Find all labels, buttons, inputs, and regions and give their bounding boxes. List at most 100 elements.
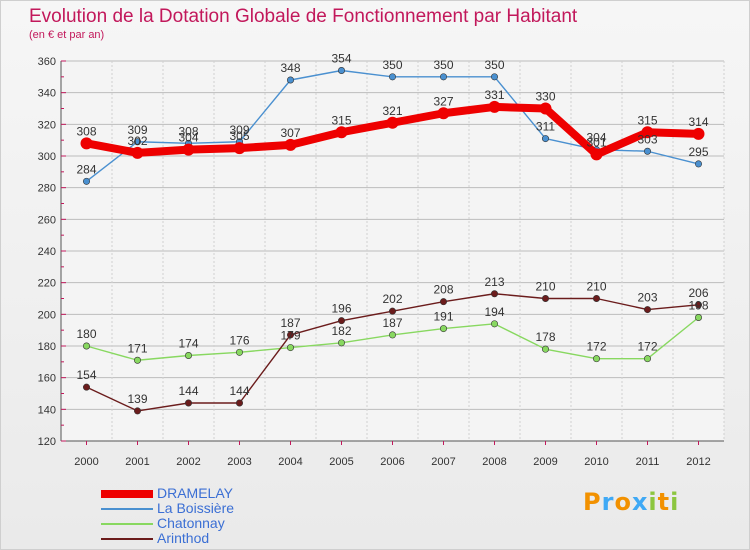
data-point (541, 135, 549, 143)
data-point (439, 325, 447, 333)
data-label: 187 (280, 316, 300, 330)
x-tick-label: 2005 (329, 456, 353, 468)
x-tick-label: 2007 (431, 456, 455, 468)
data-point (286, 331, 294, 339)
y-tick-label: 160 (38, 373, 56, 385)
y-tick-label: 340 (38, 88, 56, 100)
y-tick-label: 260 (38, 214, 56, 226)
data-point (488, 100, 501, 113)
data-label: 202 (382, 292, 402, 306)
legend-label: Chatonnay (157, 515, 225, 531)
x-tick-label: 2008 (482, 456, 506, 468)
data-label: 350 (433, 58, 453, 72)
x-tick-label: 2012 (686, 456, 710, 468)
chart-subtitle: (en € et par an) (29, 29, 105, 41)
legend-item: DRAMELAY (101, 486, 234, 501)
data-label: 179 (280, 329, 300, 343)
data-point (592, 294, 600, 302)
data-point (286, 344, 294, 352)
y-tick-label: 180 (38, 341, 56, 353)
legend-label: La Boissière (157, 500, 235, 516)
data-point (439, 298, 447, 306)
x-tick-label: 2009 (533, 456, 557, 468)
data-point (131, 146, 144, 159)
data-label: 171 (127, 341, 147, 355)
legend-swatch (101, 537, 153, 540)
data-point (335, 126, 348, 139)
data-label: 348 (280, 61, 300, 75)
data-label: 172 (637, 340, 657, 354)
data-label: 311 (536, 120, 555, 134)
logo-letter: i (670, 488, 680, 516)
data-label: 305 (229, 129, 249, 143)
legend-label: DRAMELAY (157, 485, 233, 501)
data-point (643, 147, 651, 155)
data-point (643, 355, 651, 363)
data-point (694, 313, 702, 321)
data-point (134, 407, 142, 415)
data-label: 144 (178, 384, 198, 398)
data-point (284, 138, 297, 151)
data-label: 191 (433, 310, 453, 324)
legend-swatch (101, 489, 153, 498)
data-point (83, 342, 91, 350)
data-point (539, 102, 552, 115)
data-label: 301 (586, 135, 606, 149)
x-tick-label: 2004 (278, 456, 302, 468)
data-point (490, 320, 498, 328)
data-point (236, 348, 244, 356)
data-label: 327 (433, 94, 453, 108)
data-point (185, 399, 193, 407)
data-label: 350 (484, 58, 504, 72)
data-label: 172 (586, 340, 606, 354)
data-label: 187 (382, 316, 402, 330)
data-label: 210 (535, 280, 555, 294)
data-label: 206 (688, 286, 708, 300)
data-point (643, 306, 651, 314)
legend-item: Chatonnay (101, 516, 234, 531)
data-label: 210 (586, 280, 606, 294)
logo-letter: r (601, 488, 615, 516)
data-label: 354 (331, 52, 351, 66)
data-label: 194 (484, 305, 504, 319)
data-label: 314 (688, 115, 708, 129)
y-tick-label: 240 (38, 246, 56, 258)
data-label: 315 (637, 113, 657, 127)
y-tick-label: 200 (38, 309, 56, 321)
data-point (592, 355, 600, 363)
data-label: 144 (229, 384, 249, 398)
logo-letter: P (583, 488, 602, 516)
data-label: 284 (76, 162, 96, 176)
x-tick-label: 2010 (584, 456, 608, 468)
data-label: 302 (127, 134, 147, 148)
data-label: 198 (688, 299, 708, 313)
data-point (541, 345, 549, 353)
y-tick-label: 320 (38, 119, 56, 131)
data-label: 330 (535, 90, 555, 104)
y-tick-label: 220 (38, 278, 56, 290)
data-label: 182 (331, 324, 351, 338)
legend: DRAMELAY La Boissière Chatonnay Arinthod (101, 486, 234, 546)
data-point (692, 127, 705, 140)
data-point (437, 107, 450, 120)
data-point (83, 383, 91, 391)
legend-item: Arinthod (101, 531, 234, 546)
data-label: 309 (127, 123, 147, 137)
data-label: 176 (229, 333, 249, 347)
data-point (80, 137, 93, 150)
data-label: 307 (280, 126, 300, 140)
data-point (286, 76, 294, 84)
data-point (236, 399, 244, 407)
data-point (337, 67, 345, 75)
data-point (590, 148, 603, 161)
data-point (439, 73, 447, 81)
data-label: 304 (586, 131, 606, 145)
data-point (388, 307, 396, 315)
data-point (134, 356, 142, 364)
legend-label: Arinthod (157, 530, 210, 546)
data-point (83, 177, 91, 185)
proxiti-logo: Proxiti (583, 488, 679, 516)
x-tick-label: 2006 (380, 456, 404, 468)
data-label: 308 (178, 124, 198, 138)
